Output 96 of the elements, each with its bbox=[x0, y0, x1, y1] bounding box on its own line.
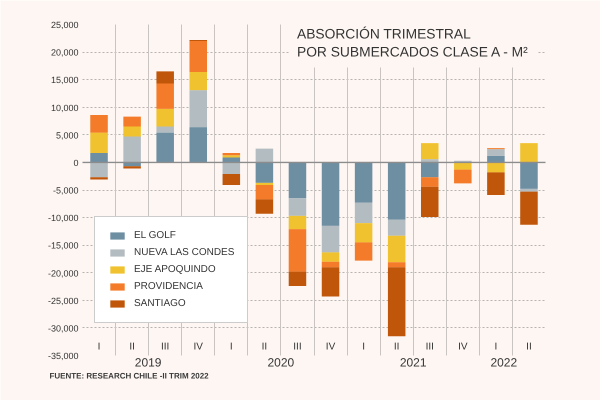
bar bbox=[156, 132, 174, 162]
bar bbox=[288, 272, 306, 286]
bar bbox=[123, 136, 141, 162]
x2-tick-label: 2019 bbox=[134, 356, 162, 370]
y-tick-label: 5,000 bbox=[56, 130, 79, 140]
bar bbox=[322, 262, 340, 268]
bar bbox=[420, 186, 439, 218]
x-tick-label: II bbox=[129, 342, 135, 352]
x-tick-label: II bbox=[394, 342, 400, 352]
bar bbox=[388, 162, 406, 220]
bar bbox=[354, 223, 372, 242]
y-tick-label: 10,000 bbox=[50, 102, 79, 113]
x-tick-label: IV bbox=[458, 342, 468, 352]
bar bbox=[90, 132, 108, 154]
bar bbox=[520, 162, 538, 189]
bar bbox=[256, 162, 274, 183]
x-tick-label: I bbox=[98, 342, 100, 352]
bar bbox=[256, 185, 274, 200]
bar bbox=[256, 148, 274, 162]
bar bbox=[189, 41, 208, 72]
y-tick-label: -5,000 bbox=[52, 186, 79, 196]
bar bbox=[388, 220, 406, 236]
bar bbox=[189, 72, 208, 90]
x2-tick-label: 2022 bbox=[490, 356, 518, 370]
bar bbox=[156, 84, 174, 109]
y-tick-label: 0 bbox=[73, 158, 79, 168]
bar bbox=[90, 162, 108, 178]
x-tick-label: III bbox=[161, 342, 170, 352]
bar bbox=[156, 108, 174, 127]
bar bbox=[288, 198, 306, 216]
legend-label: SANTIAGO bbox=[134, 298, 186, 309]
bar bbox=[189, 90, 208, 128]
bar bbox=[354, 162, 372, 203]
bar bbox=[354, 202, 372, 224]
bar bbox=[123, 126, 141, 136]
bar bbox=[256, 199, 274, 214]
y-tick-label: -35,000 bbox=[48, 351, 79, 361]
bar bbox=[520, 192, 538, 225]
bar bbox=[420, 162, 439, 178]
bar bbox=[388, 262, 406, 268]
text: ABSORCIÓN TRIMESTRAL POR SUBMERCADOS CLASE A - M² bbox=[297, 26, 528, 60]
x-tick-label: I bbox=[494, 342, 498, 352]
bar bbox=[388, 267, 406, 336]
bar bbox=[322, 267, 340, 296]
y-tick-label: 25,000 bbox=[50, 20, 79, 30]
x-tick-label: III bbox=[293, 342, 302, 352]
bar bbox=[123, 116, 141, 127]
bar bbox=[388, 236, 406, 262]
bar bbox=[520, 143, 538, 162]
bar bbox=[222, 174, 240, 186]
bar bbox=[288, 162, 306, 198]
bar bbox=[90, 177, 108, 180]
x2-tick-label: 2020 bbox=[267, 356, 294, 370]
bar bbox=[322, 226, 340, 252]
y-tick-label: -10,000 bbox=[48, 213, 79, 224]
bar bbox=[487, 156, 505, 162]
legend-label: PROVIDENCIA bbox=[134, 281, 203, 292]
bar bbox=[90, 153, 108, 162]
legend-label: EJE APOQUINDO bbox=[134, 264, 216, 275]
bar bbox=[420, 177, 439, 187]
x-tick-label: I bbox=[362, 342, 365, 352]
bar bbox=[454, 162, 472, 170]
bar bbox=[189, 127, 208, 162]
bar bbox=[90, 114, 108, 133]
bar bbox=[322, 162, 340, 226]
bar bbox=[487, 172, 505, 195]
y-tick-label: -15,000 bbox=[48, 240, 79, 251]
x-tick-label: I bbox=[230, 342, 233, 352]
bar bbox=[256, 182, 274, 186]
bar bbox=[222, 157, 240, 162]
bar bbox=[156, 126, 174, 133]
y-tick-label: -30,000 bbox=[48, 323, 79, 334]
legend-label: EL GOLF bbox=[134, 230, 176, 241]
bar bbox=[487, 162, 505, 172]
y-tick-label: 15,000 bbox=[50, 75, 79, 86]
x-tick-label: II bbox=[526, 342, 532, 352]
bar bbox=[520, 188, 538, 192]
y-tick-label: -25,000 bbox=[48, 296, 79, 306]
legend-label: NUEVA LAS CONDES bbox=[134, 247, 234, 258]
x-tick-label: III bbox=[426, 342, 434, 352]
bar bbox=[354, 242, 372, 261]
x2-tick-label: 2021 bbox=[400, 356, 427, 370]
x-tick-label: IV bbox=[194, 342, 204, 352]
bar bbox=[322, 252, 340, 262]
x-tick-label: IV bbox=[326, 342, 336, 352]
bar bbox=[420, 143, 439, 160]
y-tick-label: 20,000 bbox=[50, 48, 79, 58]
x-tick-label: II bbox=[262, 342, 268, 352]
bar bbox=[487, 149, 505, 156]
bar bbox=[222, 162, 240, 174]
source-note: FUENTE: RESEARCH CHILE -II TRIM 2022 bbox=[50, 372, 210, 380]
bar bbox=[454, 170, 472, 184]
bar bbox=[288, 216, 306, 230]
y-tick-label: -20,000 bbox=[48, 268, 79, 278]
bar bbox=[288, 229, 306, 272]
bar bbox=[156, 71, 174, 84]
